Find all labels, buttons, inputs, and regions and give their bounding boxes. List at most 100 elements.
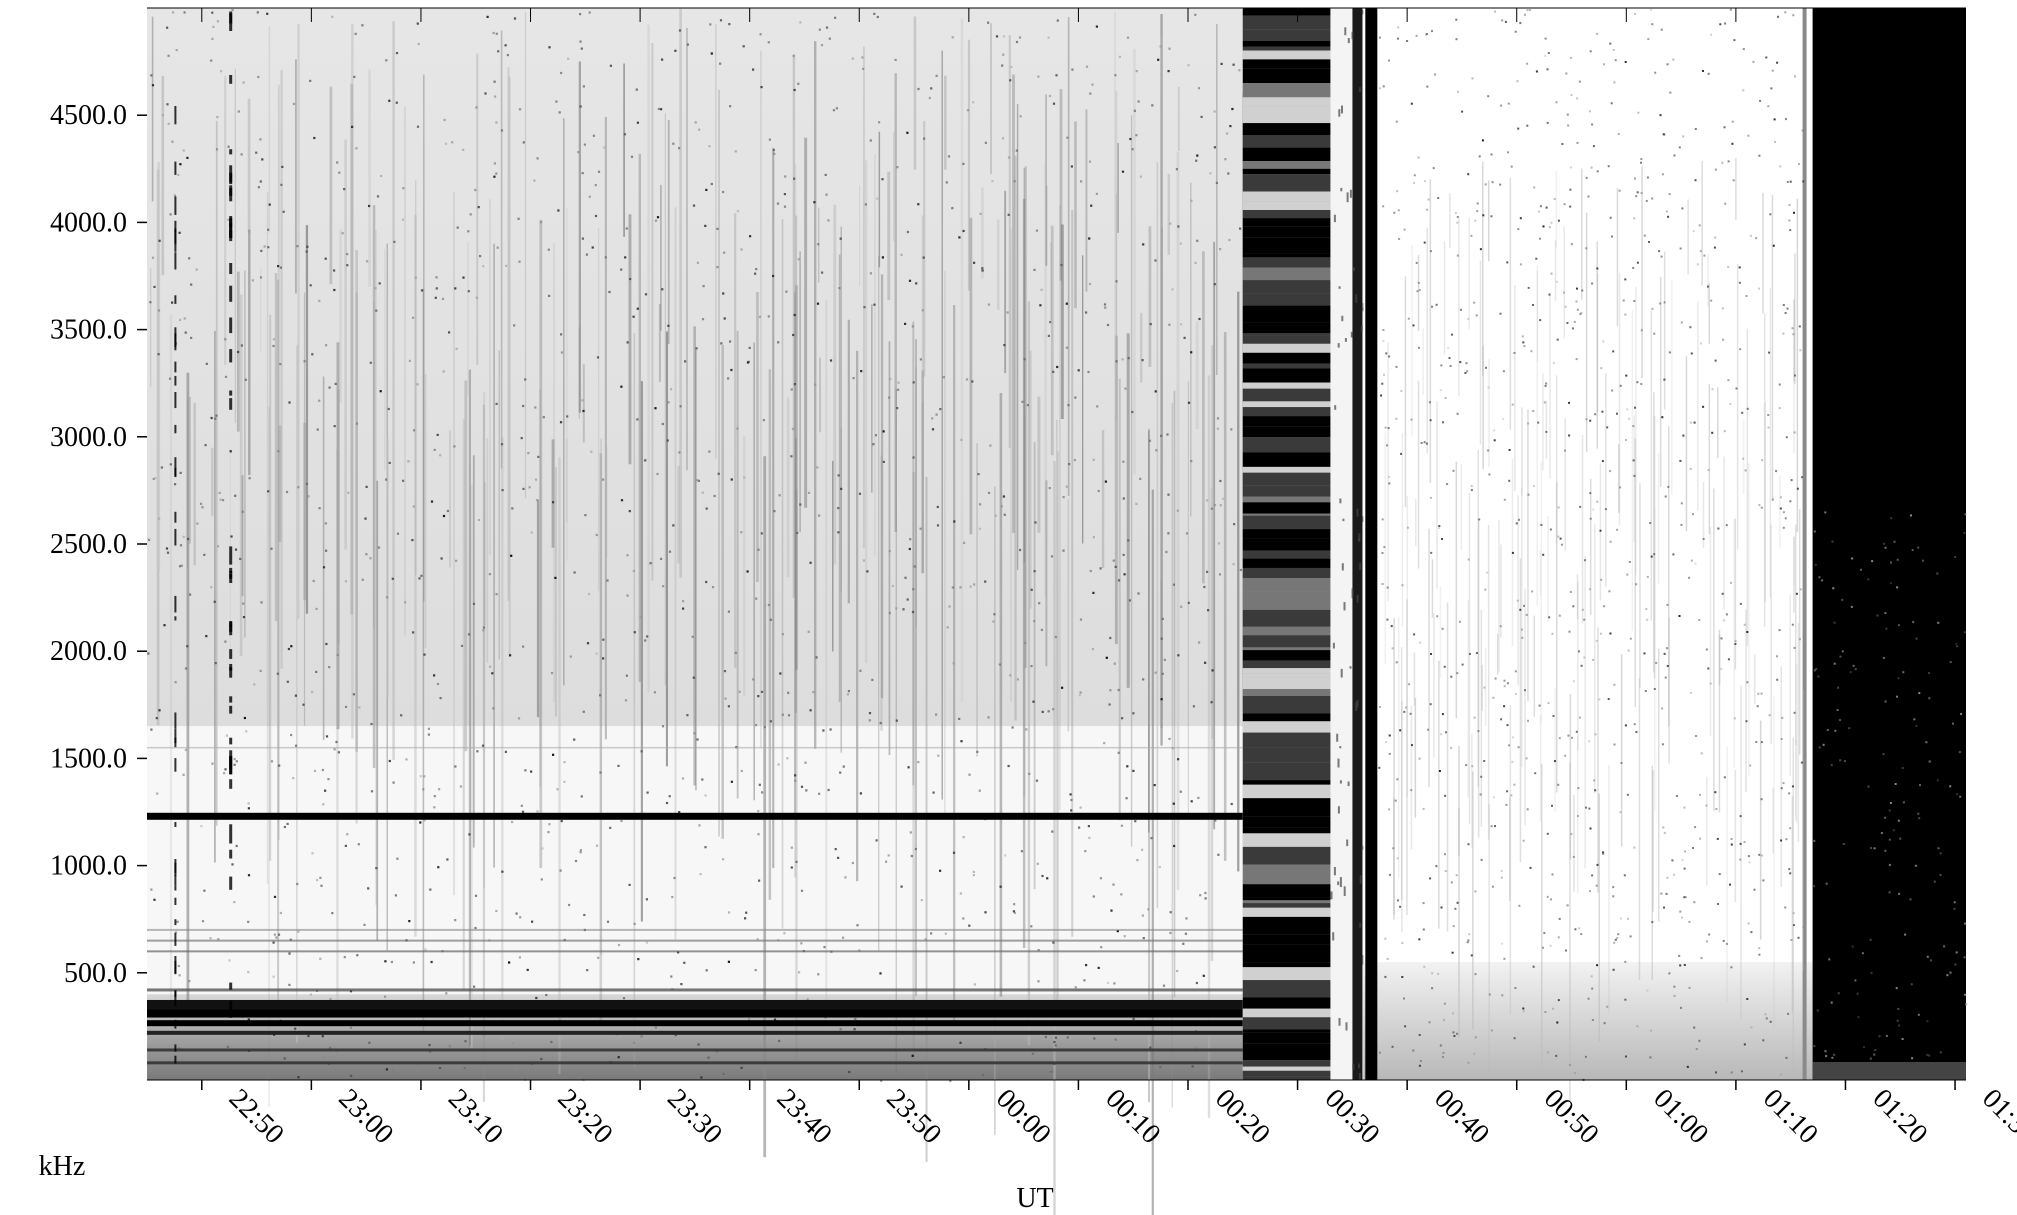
stripe xyxy=(1242,502,1331,514)
noise-speckle xyxy=(1506,790,1509,793)
noise-speckle xyxy=(287,647,290,651)
burst-column xyxy=(174,956,177,974)
noise-speckle xyxy=(713,494,716,498)
noise-speckle xyxy=(176,920,179,923)
noise-speckle xyxy=(1458,620,1461,623)
noise-speckle xyxy=(1609,42,1612,45)
noise-speckle xyxy=(1041,874,1044,878)
noise-speckle xyxy=(1430,551,1433,554)
noise-speckle xyxy=(186,645,189,648)
noise-speckle xyxy=(1490,1029,1493,1032)
noise-streak xyxy=(565,438,568,523)
noise-speckle xyxy=(722,190,725,194)
noise-speckle xyxy=(366,260,369,263)
noise-speckle xyxy=(296,882,299,886)
noise-speckle xyxy=(205,362,208,365)
noise-speckle xyxy=(240,344,243,347)
noise-streak xyxy=(1480,610,1483,827)
noise-speckle xyxy=(1765,56,1768,59)
noise-streak xyxy=(1618,272,1621,526)
noise-streak xyxy=(718,89,720,837)
noise-streak xyxy=(960,18,964,702)
noise-speckle xyxy=(1149,323,1152,326)
noise-speckle xyxy=(239,557,242,560)
burst-column xyxy=(229,824,233,844)
noise-speckle xyxy=(1456,221,1459,224)
noise-speckle xyxy=(1096,405,1099,408)
noise-speckle xyxy=(1538,704,1541,707)
noise-speckle xyxy=(602,638,605,641)
noise-streak xyxy=(1549,292,1551,479)
noise-speckle xyxy=(353,75,356,78)
noise-speckle xyxy=(1061,686,1064,689)
noise-speckle xyxy=(1790,939,1793,941)
burst-column xyxy=(174,220,177,232)
noise-streak xyxy=(1101,430,1105,568)
stripe xyxy=(1242,253,1331,258)
noise-speckle xyxy=(1021,400,1024,403)
stripe xyxy=(1242,897,1331,901)
noise-speckle xyxy=(667,401,670,404)
noise-speckle xyxy=(720,342,723,345)
noise-speckle xyxy=(968,773,971,776)
noise-speckle xyxy=(411,539,414,542)
noise-speckle xyxy=(620,499,624,502)
noise-speckle xyxy=(1041,710,1044,713)
y-tick-label: 2500.0 xyxy=(50,529,127,560)
noise-speckle xyxy=(1088,282,1092,286)
noise-speckle xyxy=(1009,79,1012,82)
noise-speckle xyxy=(496,246,499,249)
noise-speckle xyxy=(1632,425,1635,428)
noise-speckle xyxy=(948,605,951,608)
stripe xyxy=(1242,416,1331,427)
noise-speckle xyxy=(1963,532,1966,534)
noise-speckle xyxy=(783,205,787,208)
noise-speckle xyxy=(754,969,757,972)
noise-speckle xyxy=(1797,936,1800,939)
stripe xyxy=(1242,732,1331,748)
noise-streak xyxy=(336,342,340,730)
noise-speckle xyxy=(189,593,192,596)
noise-speckle xyxy=(554,576,557,579)
burst-column xyxy=(174,457,177,477)
noise-speckle xyxy=(482,629,485,632)
noise-speckle xyxy=(1782,782,1785,785)
noise-speckle xyxy=(1543,932,1546,934)
noise-speckle xyxy=(730,780,733,783)
noise-streak xyxy=(665,331,668,767)
noise-speckle xyxy=(290,645,293,648)
noise-speckle xyxy=(1190,351,1193,354)
noise-speckle xyxy=(276,672,279,675)
noise-speckle xyxy=(267,490,270,493)
stripe xyxy=(1242,1032,1331,1044)
noise-speckle xyxy=(1793,711,1796,714)
noise-speckle xyxy=(423,775,426,778)
noise-speckle xyxy=(1578,927,1581,930)
noise-speckle xyxy=(1386,586,1389,589)
noise-speckle xyxy=(307,1034,310,1038)
noise-speckle xyxy=(328,386,331,389)
noise-streak xyxy=(1455,461,1458,719)
noise-speckle xyxy=(1913,718,1916,721)
noise-speckle xyxy=(1397,899,1399,902)
noise-speckle xyxy=(668,795,671,798)
noise-streak xyxy=(1411,245,1413,437)
noise-streak xyxy=(1210,487,1214,962)
noise-speckle xyxy=(978,789,981,792)
noise-speckle xyxy=(573,738,576,741)
noise-speckle xyxy=(1106,323,1110,327)
noise-speckle xyxy=(744,917,747,920)
noise-speckle xyxy=(1073,459,1076,462)
noise-speckle xyxy=(1611,235,1613,238)
noise-speckle xyxy=(696,738,699,741)
noise-speckle xyxy=(1789,872,1792,875)
noise-speckle xyxy=(1633,723,1636,726)
noise-speckle xyxy=(1517,228,1520,231)
noise-speckle xyxy=(214,662,217,665)
noise-streak xyxy=(1190,182,1192,517)
x-tick-label: 23:10 xyxy=(442,1083,509,1150)
noise-speckle xyxy=(1936,779,1939,782)
noise-speckle xyxy=(920,899,923,902)
noise-speckle xyxy=(626,554,629,557)
noise-speckle xyxy=(1557,936,1560,939)
